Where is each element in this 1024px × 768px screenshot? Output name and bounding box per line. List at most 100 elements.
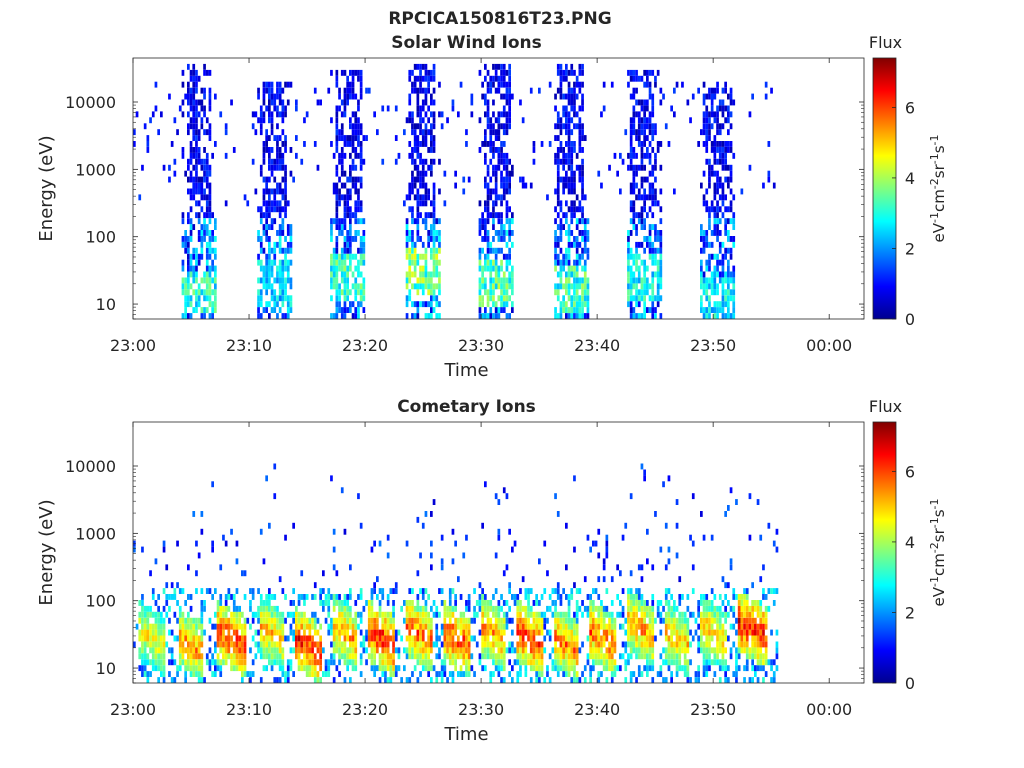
- spectrogram-cell: [205, 653, 209, 660]
- spectrogram-cell: [519, 659, 522, 666]
- spectrogram-cell: [570, 641, 574, 648]
- spectrogram-cell: [689, 641, 692, 648]
- spectrogram-cell: [340, 313, 344, 319]
- spectrogram-cell: [664, 600, 668, 606]
- spectrogram-cell: [265, 200, 268, 207]
- spectrogram-cell: [659, 188, 663, 195]
- spectrogram-cell: [540, 617, 544, 624]
- spectrogram-cell: [262, 307, 266, 313]
- spectrogram-cell: [278, 623, 282, 630]
- spectrogram-cell: [635, 99, 638, 106]
- spectrogram-cell: [494, 611, 498, 618]
- spectrogram-cell: [281, 218, 285, 225]
- spectrogram-cell: [702, 534, 706, 541]
- spectrogram-cell: [346, 271, 349, 278]
- spectrogram-cell: [481, 301, 484, 308]
- spectrogram-cell: [673, 611, 676, 618]
- spectrogram-cell: [297, 647, 301, 654]
- spectrogram-cell: [575, 653, 579, 660]
- spectrogram-cell: [556, 594, 560, 600]
- spectrogram-cell: [322, 647, 325, 654]
- spectrogram-cell: [343, 182, 347, 189]
- spectrogram-cell: [251, 111, 255, 118]
- spectrogram-cell: [627, 600, 630, 606]
- spectrogram-cell: [151, 611, 155, 618]
- spectrogram-cell: [597, 594, 601, 600]
- spectrogram-cell: [416, 141, 420, 147]
- spectrogram-cell: [351, 164, 355, 171]
- spectrogram-cell: [640, 629, 644, 636]
- spectrogram-cell: [394, 135, 398, 141]
- spectrogram-cell: [700, 301, 703, 308]
- spectrogram-cell: [689, 629, 692, 636]
- spectrogram-cell: [702, 141, 706, 147]
- spectrogram-cell: [562, 307, 565, 313]
- spectrogram-cell: [195, 301, 198, 308]
- spectrogram-cell: [421, 611, 425, 618]
- spectrogram-cell: [527, 588, 530, 594]
- spectrogram-cell: [357, 218, 360, 225]
- spectrogram-cell: [205, 170, 209, 177]
- spectrogram-cell: [554, 623, 557, 630]
- spectrogram-cell: [708, 277, 711, 284]
- spectrogram-cell: [586, 301, 590, 308]
- spectrogram-cell: [673, 653, 676, 660]
- spectrogram-cell: [203, 164, 206, 171]
- spectrogram-cell: [643, 469, 646, 476]
- spectrogram-cell: [562, 295, 565, 302]
- spectrogram-cell: [511, 265, 514, 272]
- spectrogram-cell: [713, 611, 717, 618]
- spectrogram-cell: [705, 158, 709, 165]
- spectrogram-cell: [648, 93, 652, 100]
- spectrogram-cell: [340, 152, 344, 159]
- spectrogram-cell: [273, 493, 277, 500]
- spectrogram-cell: [300, 594, 304, 600]
- spectrogram-cell: [181, 283, 185, 290]
- spectrogram-cell: [146, 671, 150, 677]
- spectrogram-cell: [413, 635, 417, 642]
- spectrogram-cell: [133, 129, 136, 136]
- spectrogram-cell: [462, 671, 466, 677]
- spectrogram-cell: [573, 212, 576, 219]
- spectrogram-cell: [184, 600, 187, 606]
- spectrogram-cell: [700, 611, 703, 618]
- spectrogram-cell: [659, 295, 663, 302]
- spectrogram-cell: [343, 307, 347, 313]
- spectrogram-cell: [335, 206, 339, 213]
- spectrogram-cell: [473, 605, 476, 612]
- spectrogram-cell: [502, 123, 506, 130]
- spectrogram-cell: [200, 253, 204, 260]
- spectrogram-cell: [718, 182, 722, 189]
- spectrogram-cell: [670, 594, 673, 600]
- spectrogram-cell: [575, 295, 579, 302]
- spectrogram-cell: [489, 617, 493, 624]
- spectrogram-cell: [141, 164, 144, 171]
- spectrogram-cell: [430, 123, 433, 130]
- spectrogram-cell: [273, 99, 277, 106]
- spectrogram-cell: [502, 230, 506, 236]
- spectrogram-cell: [403, 665, 406, 672]
- spectrogram-cell: [259, 117, 263, 124]
- spectrogram-cell: [384, 617, 387, 624]
- spectrogram-cell: [195, 647, 198, 654]
- spectrogram-cell: [349, 265, 352, 272]
- spectrogram-cell: [262, 271, 266, 278]
- spectrogram-cell: [219, 564, 223, 571]
- spectrogram-cell: [494, 182, 498, 189]
- spectrogram-cell: [427, 75, 430, 82]
- spectrogram-cell: [643, 99, 646, 106]
- spectrogram-cell: [305, 617, 309, 624]
- spectrogram-cell: [160, 617, 163, 624]
- spectrogram-cell: [313, 594, 317, 600]
- spectrogram-cell: [413, 641, 417, 648]
- spectrogram-cell: [664, 564, 668, 571]
- spectrogram-cell: [621, 653, 625, 660]
- spectrogram-cell: [646, 629, 649, 636]
- spectrogram-cell: [359, 295, 363, 302]
- spectrogram-cell: [497, 635, 501, 642]
- spectrogram-cell: [448, 611, 452, 618]
- spectrogram-cell: [195, 212, 198, 219]
- spectrogram-cell: [643, 277, 646, 284]
- spectrogram-cell: [583, 289, 587, 296]
- spectrogram-cell: [205, 295, 209, 302]
